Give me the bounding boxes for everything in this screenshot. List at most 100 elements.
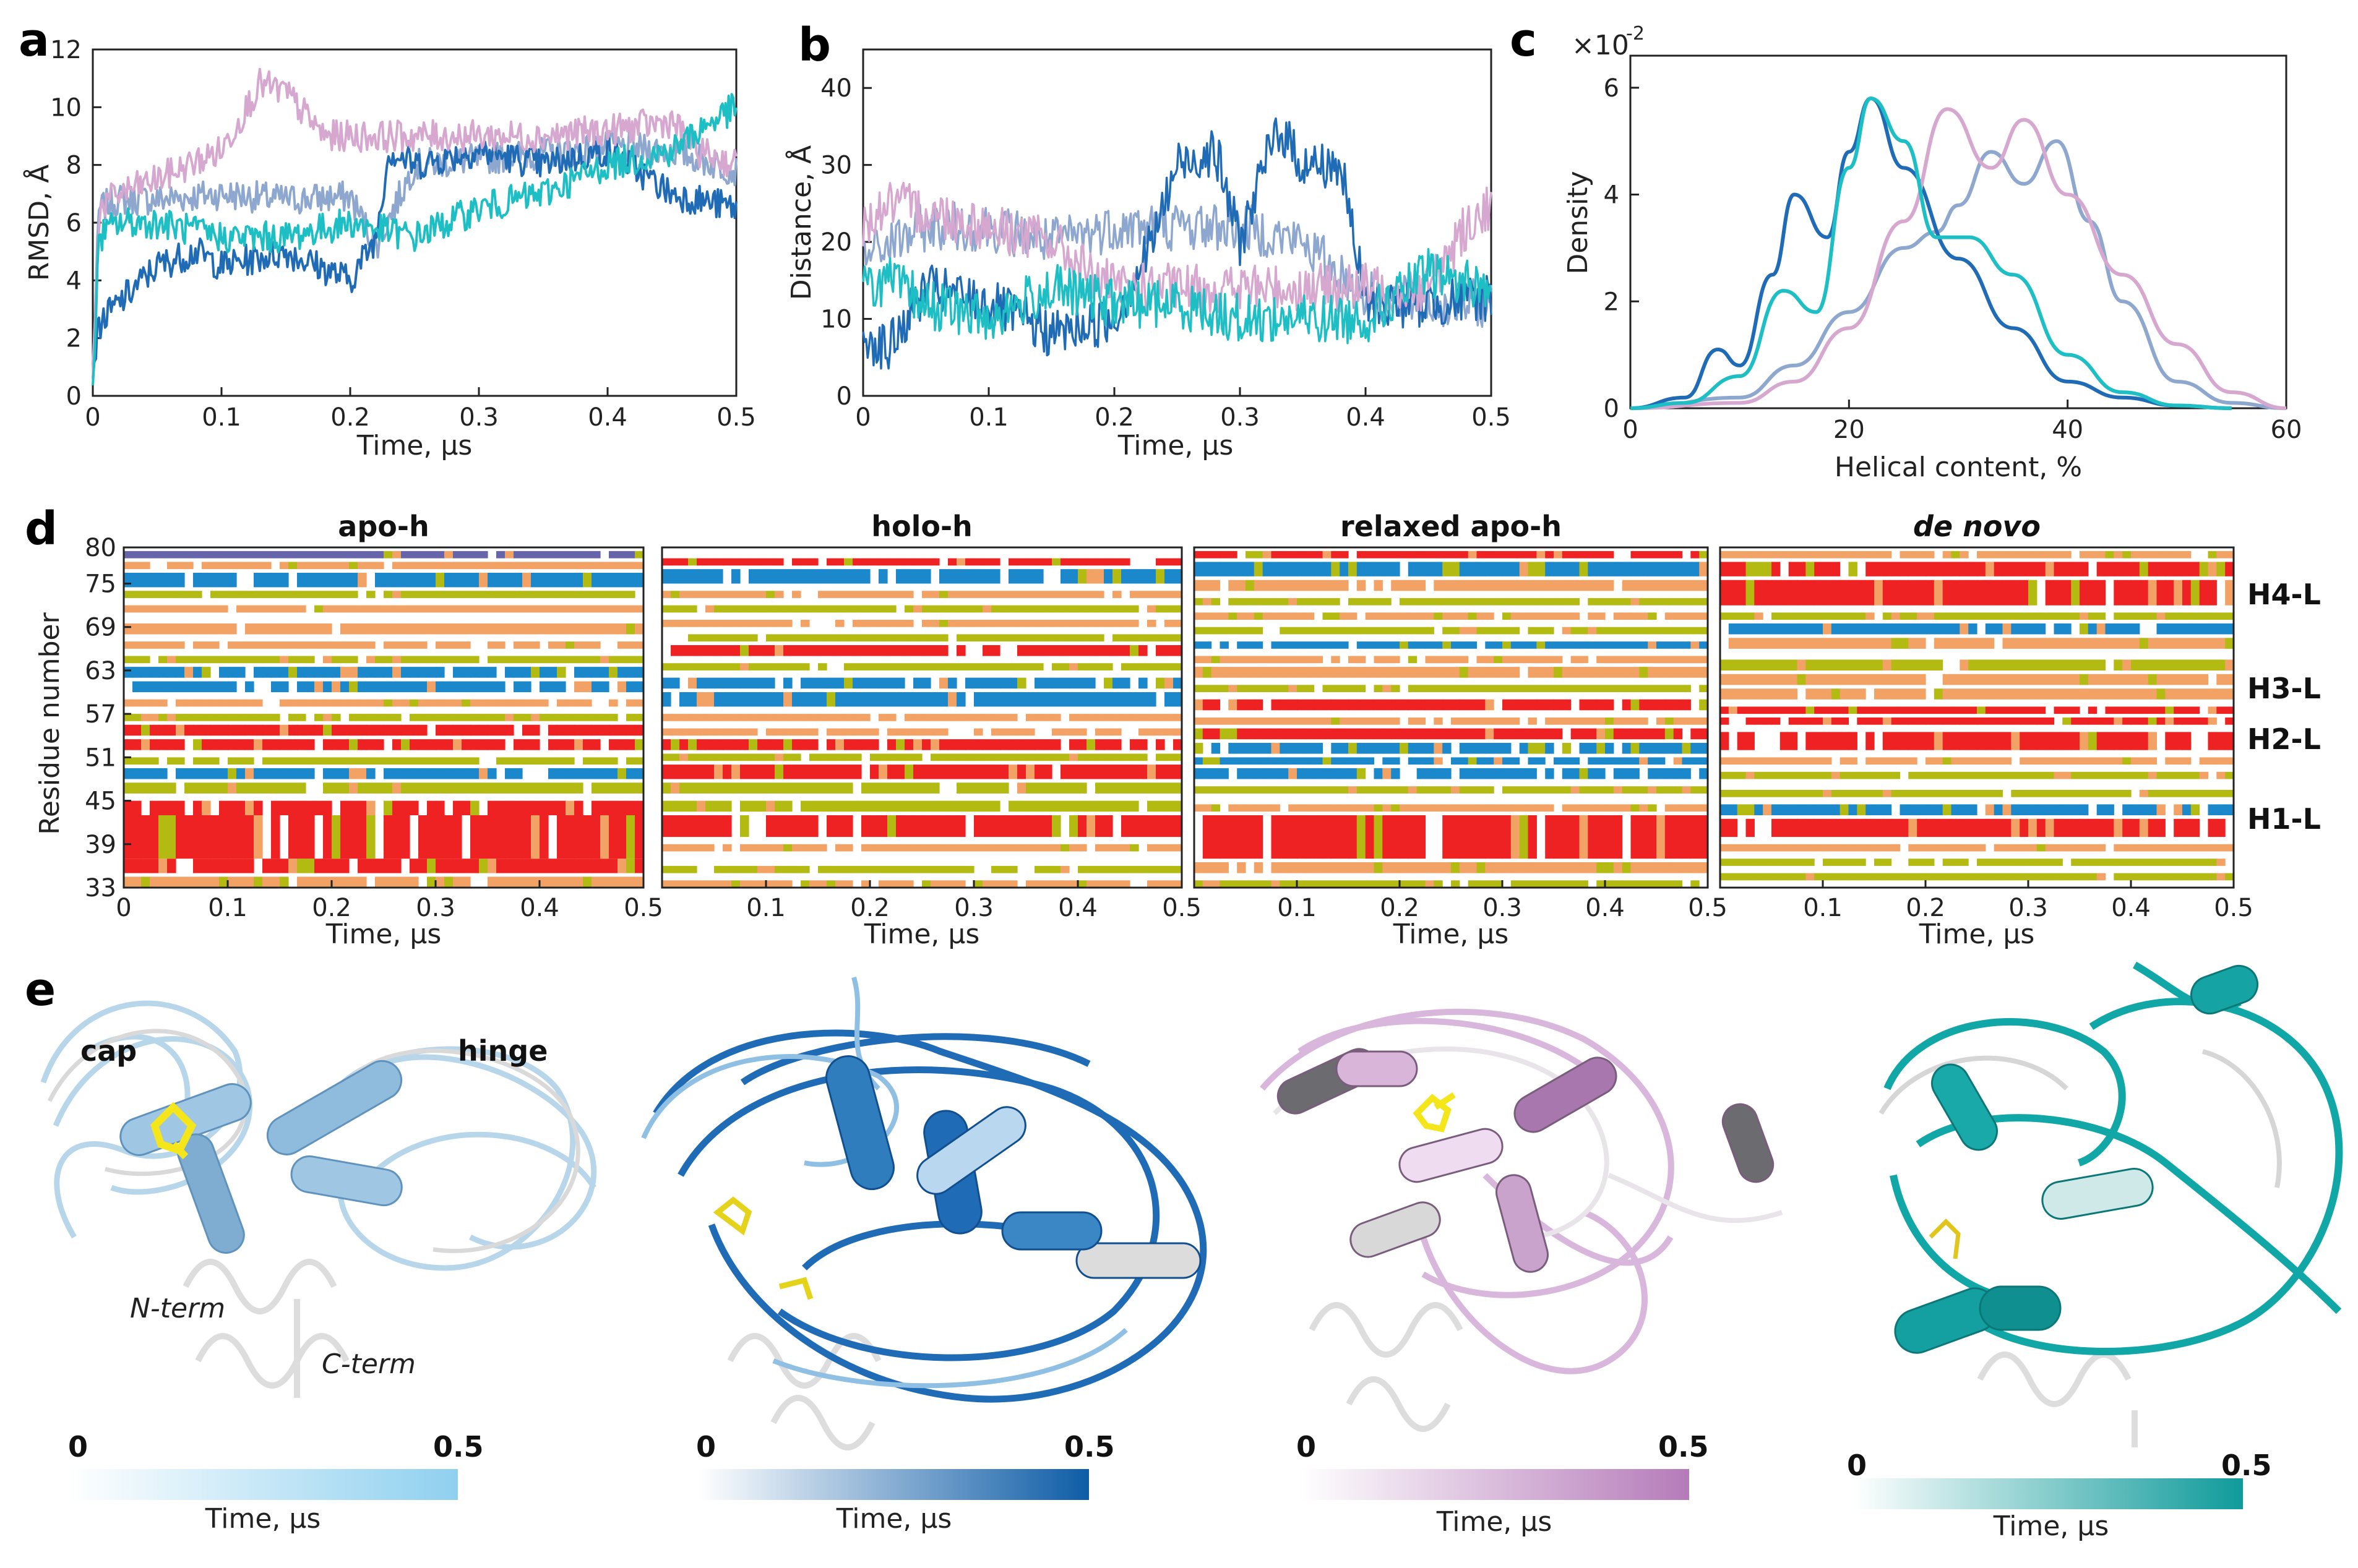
ss-segment [2174,790,2183,797]
ss-segment [1112,880,1122,888]
ss-segment [349,815,358,859]
ss-segment [1485,685,1494,692]
ss-segment [2122,580,2132,606]
ss-segment [418,573,428,588]
ss-segment [176,681,185,693]
ss-segment [514,739,523,750]
ss-segment [1408,862,1418,873]
ss-segment [2045,804,2055,815]
ss-segment [1220,815,1229,859]
ss-segment [809,815,819,838]
ss-segment [1220,641,1229,649]
ss-segment [1476,743,1486,754]
ss-segment [879,714,888,721]
ss-segment [522,681,531,693]
ss-segment [2020,859,2029,866]
ss-segment [1917,580,1926,606]
ss-segment [505,724,514,736]
ss-segment [1737,706,1747,714]
ss-segment [2165,718,2174,725]
ss-segment [2071,818,2080,838]
ss-segment [1009,692,1018,707]
ss-segment [2122,790,2132,797]
ss-segment [323,681,332,693]
ss-segment [1831,674,1841,685]
ss-segment [375,667,384,678]
ss-segment [1690,667,1700,678]
ss-segment [749,782,758,794]
ss-segment [939,765,949,779]
ss-segment [1805,562,1815,576]
ss-segment [2182,804,2192,815]
ss-segment [2122,551,2132,559]
ss-segment [1173,782,1182,794]
ss-segment [783,605,793,613]
ss-segment [1121,800,1130,812]
ss-segment [1622,562,1632,576]
ss-segment [879,677,888,689]
ss-segment [731,591,741,598]
ss-segment [583,739,592,750]
ss-segment [2216,551,2226,559]
ss-segment [1763,859,1772,866]
ss-segment [1690,786,1700,794]
ss-segment [1763,790,1772,797]
ss-segment [1519,612,1529,620]
ss-segment [2156,659,2166,670]
ss-segment [1035,753,1044,761]
ss-segment [366,656,376,664]
ss-segment [861,844,871,852]
ss-segment [922,591,931,598]
ss-segment [1605,718,1614,725]
series-apo-h [1630,139,2287,410]
ss-segment [1228,880,1237,888]
ss-segment [2071,674,2080,685]
ss-band [124,800,644,815]
ss-segment [219,782,228,794]
ss-segment [176,605,185,613]
ss-segment [1043,765,1052,779]
ss-segment [974,663,983,670]
ss-segment [288,623,298,635]
ss-segment [2080,551,2089,559]
ss-segment [1754,551,1763,559]
ss-segment [2174,623,2183,635]
ss-segment [1254,685,1263,692]
ss-segment [462,573,471,588]
ss-segment [2131,732,2140,750]
ss-segment [228,800,237,815]
ss-segment [1468,743,1478,754]
ss-segment [1442,804,1452,812]
ss-segment [1262,880,1272,888]
ss-segment [697,782,706,794]
ss-segment [1763,688,1772,700]
ss-segment [2190,790,2200,797]
ss-segment [566,800,575,815]
ss-segment [1356,862,1366,873]
ss-segment [2190,771,2200,779]
ss-segment [835,620,845,627]
ss-segment [2080,804,2089,815]
ss-segment [1220,627,1229,635]
ss-segment [1173,605,1182,613]
ss-segment [2190,706,2200,714]
ss-segment [1035,865,1044,873]
ss-segment [2182,638,2192,649]
ss-segment [783,677,793,689]
ss-segment [757,569,767,584]
ss-segment [1545,804,1554,812]
ss-segment [1425,786,1434,794]
ss-segment [1374,562,1383,576]
ss-segment [1228,728,1237,740]
ss-segment [1043,714,1052,721]
ss-segment [1699,728,1708,740]
ss-segment [1664,562,1674,576]
ss-segment [1000,765,1009,779]
ss-segment [1297,768,1306,779]
ss-segment [1502,728,1512,740]
ss-segment [983,880,992,888]
ss-segment [809,728,819,736]
ss-segment [1408,562,1418,576]
ss-segment [2208,706,2217,714]
